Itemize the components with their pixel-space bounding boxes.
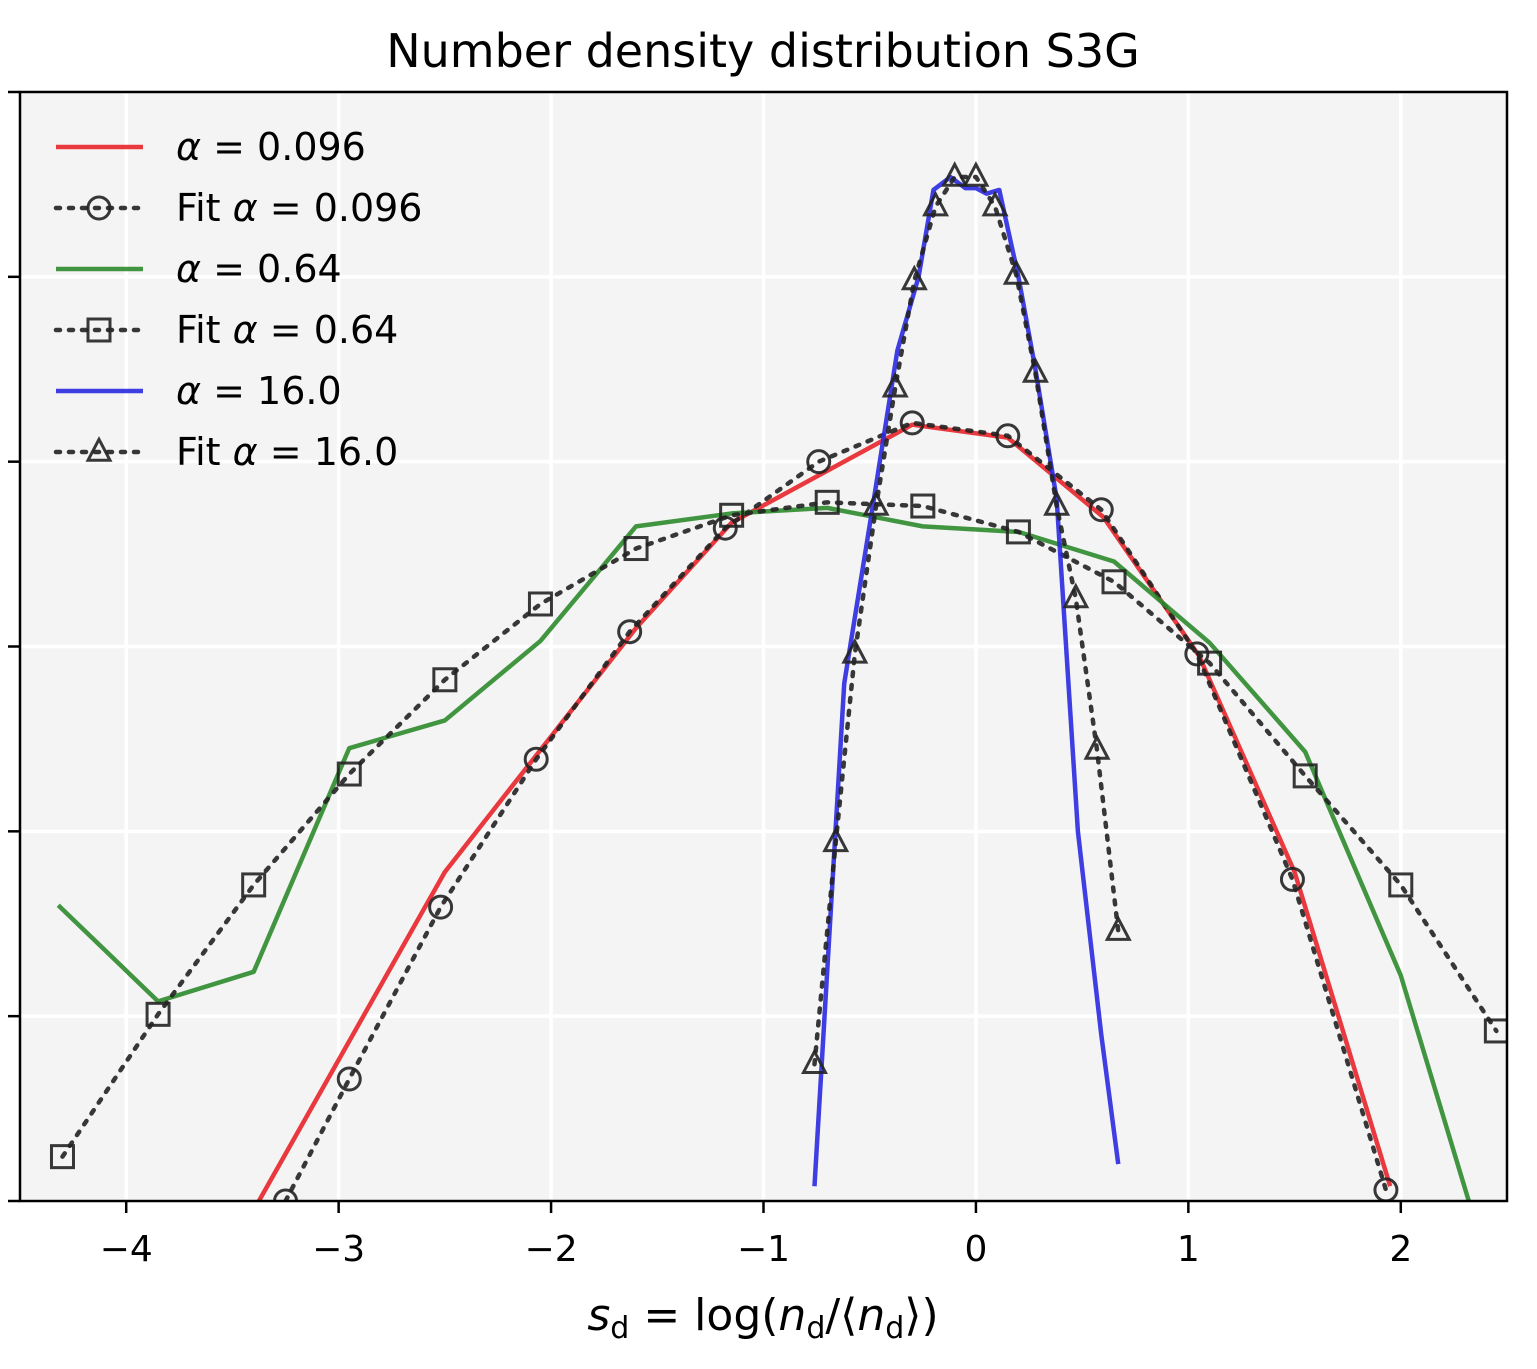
x-label-sub1: d [610, 1311, 629, 1346]
x-label-sub2: d [806, 1311, 825, 1346]
legend-item: Fit α = 0.64 [53, 308, 398, 352]
legend-label: α = 16.0 [176, 369, 342, 413]
legend-item: α = 0.096 [56, 125, 366, 169]
legend-label: α = 0.64 [176, 247, 342, 291]
data-point-square [1388, 872, 1414, 898]
data-point-square [1101, 569, 1127, 595]
data-point-triangle [1104, 915, 1132, 941]
data-point-triangle [1043, 490, 1071, 516]
data-point-circle [995, 423, 1021, 449]
x-axis-label: sd = log(nd/⟨nd⟩) [587, 1290, 938, 1346]
legend-item: α = 0.64 [56, 247, 342, 291]
legend-marker-circle [86, 195, 112, 221]
data-point-square [336, 761, 362, 787]
legend-label: Fit α = 0.096 [176, 186, 423, 230]
legend-marker-square [86, 317, 112, 343]
data-point-triangle [900, 264, 928, 291]
data-point-triangle [800, 1048, 828, 1074]
x-tick-label: 1 [1177, 1229, 1200, 1270]
legend-label: α = 0.096 [176, 125, 366, 169]
x-label-mid: /⟨ [825, 1290, 857, 1341]
data-point-square [241, 872, 267, 898]
data-point-triangle [1083, 734, 1111, 760]
data-point-triangle [962, 161, 990, 187]
data-point-square [1292, 763, 1318, 789]
data-point-square [145, 1001, 171, 1027]
data-point-triangle [1021, 357, 1049, 383]
legend: α = 0.096 Fit α = 0.096 α = 0.64 Fit α = 0.… [53, 125, 423, 474]
data-point-square [49, 1144, 75, 1170]
series-line [812, 174, 1121, 1187]
data-point-circle [336, 1066, 362, 1092]
data-point-circle [1279, 866, 1305, 892]
x-label-n2: n [857, 1290, 885, 1341]
data-point-circle [899, 410, 925, 436]
data-point-square [432, 667, 458, 693]
data-point-square [1005, 519, 1031, 545]
x-axis-ticks: −4 −3 −2 −1 0 1 2 [100, 1201, 1412, 1270]
series-16-0 [812, 174, 1121, 1187]
x-label-s: s [587, 1290, 610, 1341]
legend-label: Fit α = 0.64 [176, 308, 398, 352]
data-point-triangle [1062, 582, 1090, 609]
x-tick-label: 0 [964, 1229, 987, 1270]
x-tick-label: 2 [1389, 1229, 1412, 1270]
series-line [283, 420, 1389, 1201]
data-point-square [1197, 650, 1223, 676]
x-tick-label: −3 [312, 1229, 365, 1270]
x-tick-label: −1 [737, 1229, 790, 1270]
data-point-circle [1184, 641, 1210, 667]
data-point-square [527, 591, 553, 617]
data-point-triangle [862, 490, 890, 516]
legend-marker-triangle [85, 436, 113, 462]
chart-title: Number density distribution S3G [386, 24, 1140, 78]
data-point-triangle [841, 638, 869, 664]
series-line [60, 500, 1499, 1159]
data-point-circle [428, 894, 454, 920]
x-tick-label: −4 [100, 1229, 153, 1270]
data-point-triangle [822, 826, 850, 853]
data-point-circle [617, 619, 643, 645]
data-point-triangle [881, 371, 909, 398]
series-fit-0-64 [49, 489, 1507, 1170]
data-point-triangle [922, 190, 950, 217]
data-point-square [814, 489, 840, 515]
y-axis-ticks [8, 90, 20, 1203]
x-tick-label: −2 [525, 1229, 578, 1270]
series-fit-16-0 [800, 161, 1132, 1074]
data-point-square [719, 502, 745, 528]
legend-item: Fit α = 16.0 [53, 430, 398, 474]
data-point-triangle [1002, 259, 1030, 285]
data-point-triangle [981, 190, 1009, 217]
x-label-eq: = log( [629, 1290, 778, 1341]
series-layer [49, 161, 1507, 1201]
series-line [812, 174, 1121, 1067]
series-0-64 [56, 505, 1471, 1201]
x-label-sub3: d [885, 1311, 904, 1346]
data-point-triangle [941, 161, 969, 187]
x-label-n1: n [778, 1290, 806, 1341]
legend-item: α = 16.0 [56, 369, 342, 413]
series-fit-0-096 [273, 410, 1399, 1201]
data-point-circle [1088, 497, 1114, 523]
data-point-square [623, 536, 649, 562]
data-point-circle [523, 746, 549, 772]
data-point-square [1483, 1018, 1507, 1044]
data-point-circle [806, 449, 832, 475]
series-line [56, 505, 1471, 1201]
data-point-circle [273, 1188, 299, 1201]
data-point-square [910, 493, 936, 519]
legend-label: Fit α = 16.0 [176, 430, 398, 474]
x-label-end: ⟩) [904, 1290, 938, 1341]
legend-item: Fit α = 0.096 [53, 186, 423, 230]
